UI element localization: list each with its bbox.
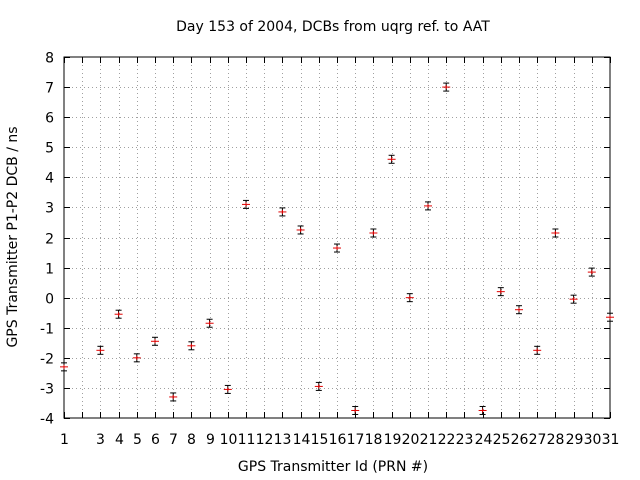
x-tick-label: 11 xyxy=(238,432,256,448)
y-tick-label: 8 xyxy=(45,51,54,67)
y-tick-label: 5 xyxy=(45,141,54,157)
x-tick-label: 4 xyxy=(115,432,124,448)
data-point xyxy=(114,309,123,319)
x-tick-label: 19 xyxy=(384,432,402,448)
y-tick-label: -4 xyxy=(40,412,54,428)
data-point xyxy=(369,228,378,238)
x-tick-label: 28 xyxy=(547,432,565,448)
x-tick-label: 31 xyxy=(602,432,620,448)
data-point xyxy=(296,225,305,235)
data-point xyxy=(515,305,523,315)
chart-title: Day 153 of 2004, DCBs from uqrg ref. to … xyxy=(176,19,490,35)
x-tick-label: 9 xyxy=(206,432,215,448)
y-tick-label: 3 xyxy=(45,201,54,217)
x-tick-label: 18 xyxy=(365,432,383,448)
y-tick-label: 7 xyxy=(45,81,54,97)
data-point xyxy=(587,267,596,277)
y-tick-label: 4 xyxy=(45,171,54,187)
y-tick-label: 6 xyxy=(45,111,54,127)
data-point xyxy=(387,154,396,164)
x-tick-label: 20 xyxy=(402,432,420,448)
x-axis: 1 3 4 5 6 7 8 9 10 11 12 13 14 15 16 17 18 19 20 21 22 23 24 25… xyxy=(60,57,619,448)
data-point xyxy=(223,384,232,394)
y-tick-label: -3 xyxy=(40,382,54,398)
data-point xyxy=(424,201,432,211)
data-point xyxy=(169,392,178,402)
data-point xyxy=(60,362,68,372)
data-point xyxy=(333,243,341,253)
data-point xyxy=(405,293,414,303)
x-tick-label: 14 xyxy=(293,432,311,448)
x-tick-label: 6 xyxy=(151,432,160,448)
y-tick-label: 1 xyxy=(45,262,54,278)
data-point xyxy=(242,199,250,209)
y-tick-label: -2 xyxy=(40,352,54,368)
y-tick-label: 0 xyxy=(45,292,54,308)
grid xyxy=(64,57,610,418)
y-axis: -4 -3 -2 -1 0 1 2 3 4 5 6 7 8 xyxy=(40,51,610,428)
data-point xyxy=(533,345,542,355)
x-tick-label: 22 xyxy=(438,432,456,448)
x-tick-label: 7 xyxy=(169,432,178,448)
data-point xyxy=(151,336,159,346)
data-point xyxy=(96,345,105,355)
x-tick-label: 23 xyxy=(456,432,474,448)
data-point xyxy=(278,207,287,217)
data-point xyxy=(314,381,323,391)
x-tick-label: 27 xyxy=(529,432,547,448)
x-tick-label: 12 xyxy=(256,432,274,448)
data-point xyxy=(496,287,505,297)
x-axis-label: GPS Transmitter Id (PRN #) xyxy=(238,459,428,475)
x-tick-label: 3 xyxy=(96,432,105,448)
data-point xyxy=(569,294,578,304)
x-tick-label: 17 xyxy=(347,432,365,448)
y-tick-label: -1 xyxy=(40,322,54,338)
data-point xyxy=(187,341,196,351)
data-point xyxy=(351,405,360,415)
x-tick-label: 13 xyxy=(274,432,292,448)
data-point xyxy=(551,228,560,238)
data-point xyxy=(478,405,487,415)
x-tick-label: 25 xyxy=(493,432,511,448)
x-tick-label: 1 xyxy=(60,432,69,448)
x-tick-label: 21 xyxy=(420,432,438,448)
x-tick-label: 30 xyxy=(584,432,602,448)
x-tick-label: 24 xyxy=(475,432,493,448)
data-points xyxy=(60,82,614,415)
x-tick-label: 15 xyxy=(311,432,329,448)
data-point xyxy=(132,353,141,363)
y-tick-label: 2 xyxy=(45,232,54,248)
data-point xyxy=(442,82,451,92)
x-tick-label: 5 xyxy=(133,432,142,448)
x-tick-label: 26 xyxy=(511,432,529,448)
data-point xyxy=(205,318,214,328)
x-tick-label: 16 xyxy=(329,432,347,448)
y-axis-label: GPS Transmitter P1-P2 DCB / ns xyxy=(5,126,21,347)
x-tick-label: 8 xyxy=(187,432,196,448)
x-tick-label: 10 xyxy=(220,432,238,448)
data-point xyxy=(606,312,614,322)
x-tick-label: 29 xyxy=(566,432,584,448)
